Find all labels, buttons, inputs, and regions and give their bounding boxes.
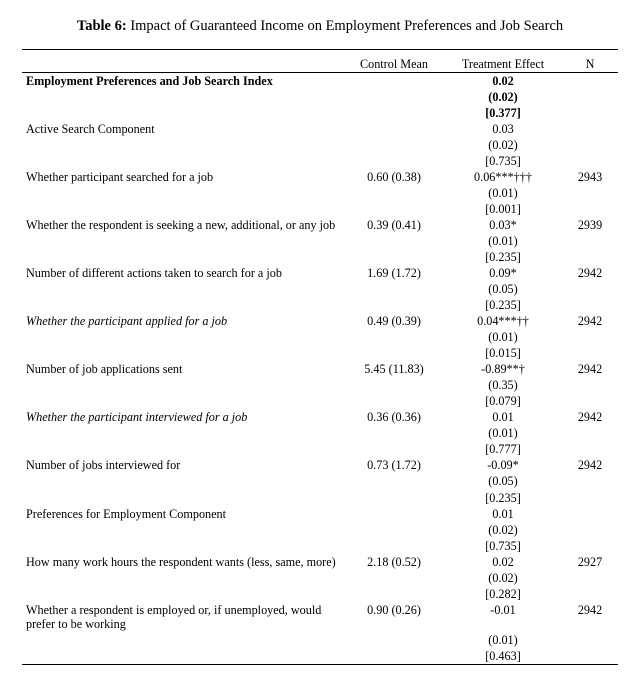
te-se: (0.01)	[444, 632, 562, 648]
table-title: Table 6: Impact of Guaranteed Income on …	[22, 18, 618, 35]
control-mean: 0.60 (0.38)	[344, 169, 444, 185]
control-mean: 0.90 (0.26)	[344, 602, 444, 632]
te-pval: [0.001]	[444, 201, 562, 217]
row-label: Whether a respondent is employed or, if …	[22, 602, 344, 632]
te-se: (0.35)	[444, 377, 562, 393]
row-label: Whether the participant applied for a jo…	[22, 313, 344, 329]
title-rest: Impact of Guaranteed Income on Employmen…	[127, 18, 563, 34]
n-value: 2942	[562, 313, 618, 329]
control-mean	[344, 72, 444, 89]
row-label: Whether the participant interviewed for …	[22, 409, 344, 425]
row-label: Active Search Component	[22, 121, 344, 137]
te-pval: [0.235]	[444, 249, 562, 265]
control-mean: 5.45 (11.83)	[344, 361, 444, 377]
n-value	[562, 121, 618, 137]
te-se: (0.02)	[444, 137, 562, 153]
treatment-effect: 0.03*	[444, 217, 562, 233]
treatment-effect: -0.09*	[444, 457, 562, 473]
col-control-mean: Control Mean	[344, 56, 444, 73]
te-se: (0.01)	[444, 329, 562, 345]
treatment-effect: 0.04***††	[444, 313, 562, 329]
control-mean: 0.36 (0.36)	[344, 409, 444, 425]
results-table: Control Mean Treatment Effect N Employme…	[22, 49, 618, 665]
treatment-effect: 0.02	[444, 554, 562, 570]
te-pval: [0.377]	[444, 105, 562, 121]
treatment-effect: -0.89**†	[444, 361, 562, 377]
n-value	[562, 506, 618, 522]
row-label: Number of different actions taken to sea…	[22, 265, 344, 281]
control-mean	[344, 121, 444, 137]
te-pval: [0.235]	[444, 297, 562, 313]
n-value: 2942	[562, 409, 618, 425]
row-label: Whether participant searched for a job	[22, 169, 344, 185]
treatment-effect: -0.01	[444, 602, 562, 632]
n-value: 2942	[562, 265, 618, 281]
te-se: (0.01)	[444, 425, 562, 441]
row-label: Whether the respondent is seeking a new,…	[22, 217, 344, 233]
control-mean: 0.73 (1.72)	[344, 457, 444, 473]
treatment-effect: 0.01	[444, 506, 562, 522]
te-se: (0.01)	[444, 233, 562, 249]
row-label: Number of jobs interviewed for	[22, 457, 344, 473]
n-value: 2942	[562, 602, 618, 632]
treatment-effect: 0.01	[444, 409, 562, 425]
control-mean: 0.39 (0.41)	[344, 217, 444, 233]
te-se: (0.02)	[444, 522, 562, 538]
te-se: (0.02)	[444, 89, 562, 105]
control-mean: 1.69 (1.72)	[344, 265, 444, 281]
control-mean: 2.18 (0.52)	[344, 554, 444, 570]
n-value: 2939	[562, 217, 618, 233]
te-pval: [0.079]	[444, 393, 562, 409]
control-mean	[344, 506, 444, 522]
treatment-effect: 0.02	[444, 72, 562, 89]
n-value: 2927	[562, 554, 618, 570]
title-prefix: Table 6:	[77, 18, 127, 34]
te-se: (0.05)	[444, 473, 562, 489]
row-label: Preferences for Employment Component	[22, 506, 344, 522]
row-label: How many work hours the respondent wants…	[22, 554, 344, 570]
treatment-effect: 0.09*	[444, 265, 562, 281]
control-mean: 0.49 (0.39)	[344, 313, 444, 329]
treatment-effect: 0.06***†††	[444, 169, 562, 185]
col-n: N	[562, 56, 618, 73]
n-value	[562, 72, 618, 89]
n-value: 2943	[562, 169, 618, 185]
te-pval: [0.735]	[444, 538, 562, 554]
te-se: (0.02)	[444, 570, 562, 586]
row-label: Employment Preferences and Job Search In…	[22, 72, 344, 89]
te-pval: [0.777]	[444, 441, 562, 457]
te-pval: [0.282]	[444, 586, 562, 602]
treatment-effect: 0.03	[444, 121, 562, 137]
te-se: (0.05)	[444, 281, 562, 297]
col-treatment-effect: Treatment Effect	[444, 56, 562, 73]
row-label: Number of job applications sent	[22, 361, 344, 377]
n-value: 2942	[562, 361, 618, 377]
te-pval: [0.235]	[444, 490, 562, 506]
te-pval: [0.015]	[444, 345, 562, 361]
te-se: (0.01)	[444, 185, 562, 201]
te-pval: [0.735]	[444, 153, 562, 169]
te-pval: [0.463]	[444, 648, 562, 665]
n-value: 2942	[562, 457, 618, 473]
